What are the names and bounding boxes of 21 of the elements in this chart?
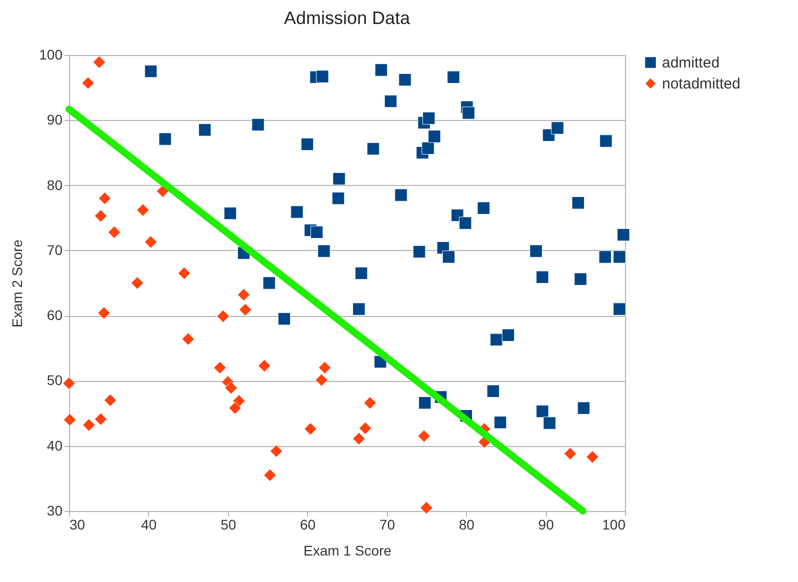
x-axis-title: Exam 1 Score xyxy=(304,542,392,558)
x-tick-label: 100 xyxy=(602,516,626,532)
y-tick-label: 40 xyxy=(46,437,63,454)
x-tick-label: 90 xyxy=(538,516,554,532)
legend-label: notadmitted xyxy=(662,76,740,92)
y-tick-label: 80 xyxy=(46,176,63,193)
x-tick-label: 50 xyxy=(220,516,236,532)
chart-title: Admission Data xyxy=(284,8,412,28)
y-tick-label: 90 xyxy=(46,112,63,128)
y-tick-label: 70 xyxy=(46,242,63,258)
legend-label: admitted xyxy=(662,54,720,72)
y-axis-title: Exam 2 Score xyxy=(9,239,26,328)
x-tick-label: 60 xyxy=(300,516,316,532)
y-tick-label: 30 xyxy=(46,502,63,518)
x-tick-label: 40 xyxy=(141,516,157,532)
y-tick-label: 60 xyxy=(46,307,63,324)
x-tick-label: 30 xyxy=(70,516,86,532)
x-tick-label: 70 xyxy=(379,516,396,532)
y-tick-label: 50 xyxy=(46,372,63,388)
y-tick-label: 100 xyxy=(39,46,63,62)
x-tick-label: 80 xyxy=(458,516,475,532)
